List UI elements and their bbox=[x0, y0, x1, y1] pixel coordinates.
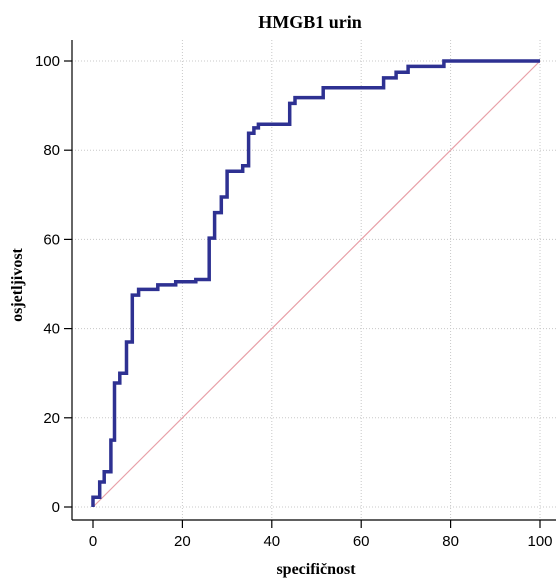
x-tick-label: 40 bbox=[263, 533, 280, 550]
x-tick-label: 80 bbox=[442, 533, 459, 550]
y-tick-label: 100 bbox=[35, 53, 60, 70]
x-axis-label: specifičnost bbox=[276, 561, 356, 578]
y-tick-label: 80 bbox=[43, 142, 60, 159]
y-tick-label: 20 bbox=[43, 410, 60, 427]
roc-curve-line bbox=[91, 59, 540, 507]
y-tick-label: 60 bbox=[43, 231, 60, 248]
axis-ticks: 0 20 40 60 80 100 0 20 40 60 80 100 bbox=[35, 53, 553, 550]
grid-lines bbox=[72, 40, 556, 520]
x-tick-label: 60 bbox=[353, 533, 370, 550]
roc-series-layer bbox=[91, 59, 541, 508]
x-tick-label: 100 bbox=[527, 533, 552, 550]
x-tick-label: 0 bbox=[89, 533, 97, 550]
plot-frame bbox=[71, 40, 556, 521]
y-axis-label: osjetljivost bbox=[9, 247, 26, 321]
x-tick-label: 20 bbox=[174, 533, 191, 550]
reference-diagonal-line bbox=[92, 60, 541, 508]
chart-title: HMGB1 urin bbox=[258, 12, 362, 32]
y-tick-label: 40 bbox=[43, 321, 60, 338]
y-tick-label: 0 bbox=[52, 499, 60, 516]
